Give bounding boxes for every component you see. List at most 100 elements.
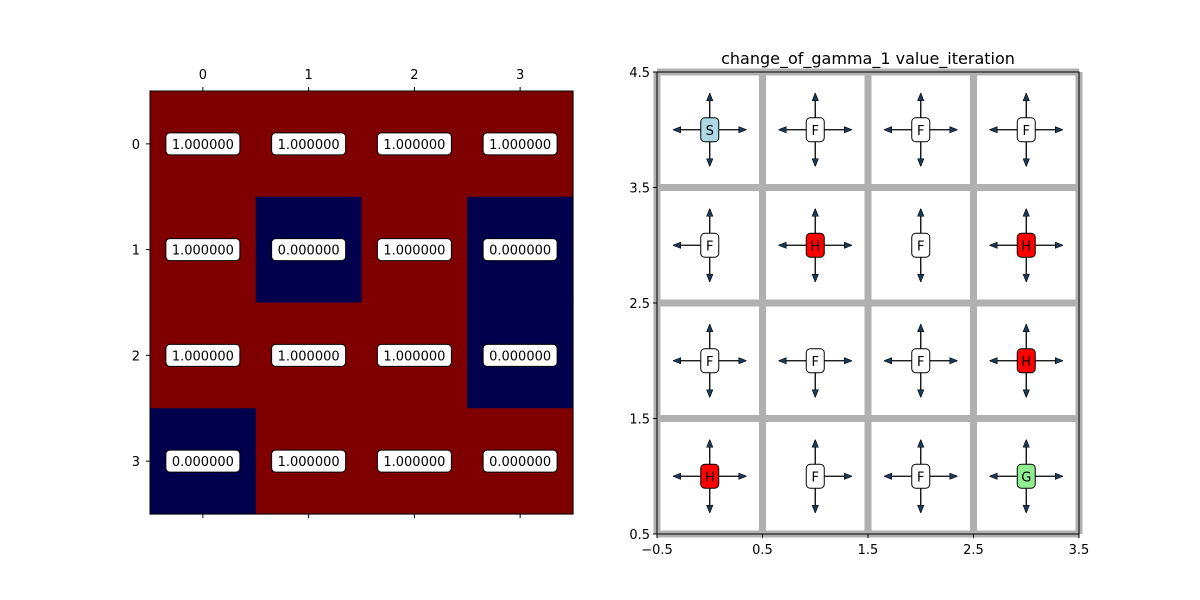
policy-cell: G (990, 440, 1062, 512)
policy-cell: F (885, 94, 957, 166)
policy-cell-label: F (917, 124, 924, 139)
policy-cell-label: F (917, 470, 924, 485)
heatmap-label-box (482, 132, 558, 156)
heatmap-label-box (165, 238, 241, 262)
policy-cell-label: H (1021, 239, 1031, 254)
policy-grid-chart: change_of_gamma_1 value_iteration S F F F F H… (629, 49, 1089, 558)
policy-cell: F (885, 440, 957, 512)
heatmap-y-tick-label: 0 (132, 138, 140, 153)
policy-cell-box (911, 232, 931, 258)
heatmap-label-text: 1.000000 (383, 138, 445, 153)
heatmap-label-box (271, 343, 347, 367)
policy-cell: F (674, 325, 746, 397)
policy-cell-label: S (706, 124, 714, 139)
policy-y-tick-label: 1.5 (629, 413, 650, 428)
heatmap-label-text: 1.000000 (383, 244, 445, 259)
policy-cell-box (805, 463, 825, 489)
heatmap-value-label: 0.000000 (482, 343, 558, 367)
policy-cell: F (674, 209, 720, 281)
policy-cell: F (805, 440, 851, 512)
heatmap-value-label: 0.000000 (482, 449, 558, 473)
policy-x-tick-label: 3.5 (1069, 543, 1090, 558)
policy-cell: S (674, 94, 746, 166)
heatmap-label-text: 1.000000 (172, 349, 234, 364)
policy-x-tick-label: 2.5 (963, 543, 984, 558)
heatmap-frame (149, 90, 574, 515)
policy-cell-label: F (917, 355, 924, 370)
heatmap-y-tick-label: 3 (132, 455, 140, 470)
heatmap-label-text: 0.000000 (489, 349, 551, 364)
heatmap-label-box (165, 132, 241, 156)
policy-cell-box (911, 117, 931, 143)
policy-cell-box (911, 463, 931, 489)
policy-cell-box (1016, 348, 1036, 374)
policy-cell-label: F (812, 470, 819, 485)
policy-cell: F (990, 94, 1062, 166)
policy-cell-label: F (1023, 124, 1030, 139)
heatmap-value-label: 1.000000 (376, 238, 452, 262)
heatmap-label-box (271, 238, 347, 262)
policy-cell-label: F (706, 355, 713, 370)
heatmap-label-text: 1.000000 (489, 138, 551, 153)
heatmap-value-label: 1.000000 (271, 132, 347, 156)
policy-x-tick-label: −0.5 (641, 543, 673, 558)
heatmap-value-label: 1.000000 (376, 343, 452, 367)
policy-cells: S F F F F H F H F F F H H F F G (674, 94, 1063, 513)
heatmap-label-box (482, 449, 558, 473)
heatmap-ticks: 0 1 2 3 0 1 2 3 (132, 68, 524, 518)
heatmap-label-text: 0.000000 (278, 244, 340, 259)
policy-cell: H (674, 440, 746, 512)
policy-cell-box (1016, 232, 1036, 258)
heatmap-label-text: 1.000000 (383, 455, 445, 470)
heatmap-label-box (271, 449, 347, 473)
policy-cell-box (700, 117, 720, 143)
heatmap-label-box (376, 238, 452, 262)
policy-cell-label: F (812, 355, 819, 370)
policy-cell-box (700, 232, 720, 258)
policy-cell: F (779, 348, 851, 397)
heatmap-label-box (376, 132, 452, 156)
heatmap-value-label: 1.000000 (165, 343, 241, 367)
heatmap-value-label: 0.000000 (271, 238, 347, 262)
policy-cell-label: F (917, 239, 924, 254)
heatmap-label-box (376, 343, 452, 367)
policy-cell: F (779, 94, 851, 166)
policy-cell: H (990, 325, 1062, 397)
policy-cell-box (1016, 117, 1036, 143)
policy-cell-box (700, 348, 720, 374)
heatmap-label-text: 1.000000 (383, 349, 445, 364)
heatmap-y-tick-label: 2 (132, 349, 140, 364)
heatmap-value-label: 0.000000 (482, 238, 558, 262)
heatmap-label-text: 1.000000 (172, 138, 234, 153)
policy-ticks: −0.5 0.5 1.5 2.5 3.54.53.52.51.50.5 (629, 66, 1089, 558)
heatmap-x-tick-label: 3 (516, 68, 524, 83)
policy-cell-box (1016, 463, 1036, 489)
policy-cell-label: G (1021, 470, 1031, 485)
heatmap-value-label: 1.000000 (376, 132, 452, 156)
heatmap-value-labels: 1.000000 1.000000 1.000000 1.000000 1.000000… (165, 132, 558, 473)
policy-cell-label: H (810, 239, 820, 254)
heatmap-label-box (376, 449, 452, 473)
heatmap-value-label: 1.000000 (271, 449, 347, 473)
policy-cell-label: H (705, 470, 715, 485)
heatmap-label-box (165, 449, 241, 473)
policy-y-tick-label: 4.5 (629, 66, 650, 81)
policy-cell: H (779, 209, 851, 281)
heatmap-x-tick-label: 1 (304, 68, 312, 83)
policy-x-tick-label: 1.5 (858, 543, 879, 558)
heatmap-x-tick-label: 0 (199, 68, 207, 83)
heatmap-label-box (482, 343, 558, 367)
policy-cell-label: F (706, 239, 713, 254)
heatmap-value-label: 1.000000 (376, 449, 452, 473)
heatmap-label-text: 1.000000 (172, 244, 234, 259)
policy-y-tick-label: 2.5 (629, 297, 650, 312)
heatmap-label-box (165, 343, 241, 367)
heatmap-value-label: 0.000000 (165, 449, 241, 473)
heatmap-label-box (271, 132, 347, 156)
heatmap-label-text: 0.000000 (489, 455, 551, 470)
policy-y-tick-label: 0.5 (629, 528, 650, 543)
policy-cell-box (805, 232, 825, 258)
policy-cell: F (885, 325, 957, 397)
